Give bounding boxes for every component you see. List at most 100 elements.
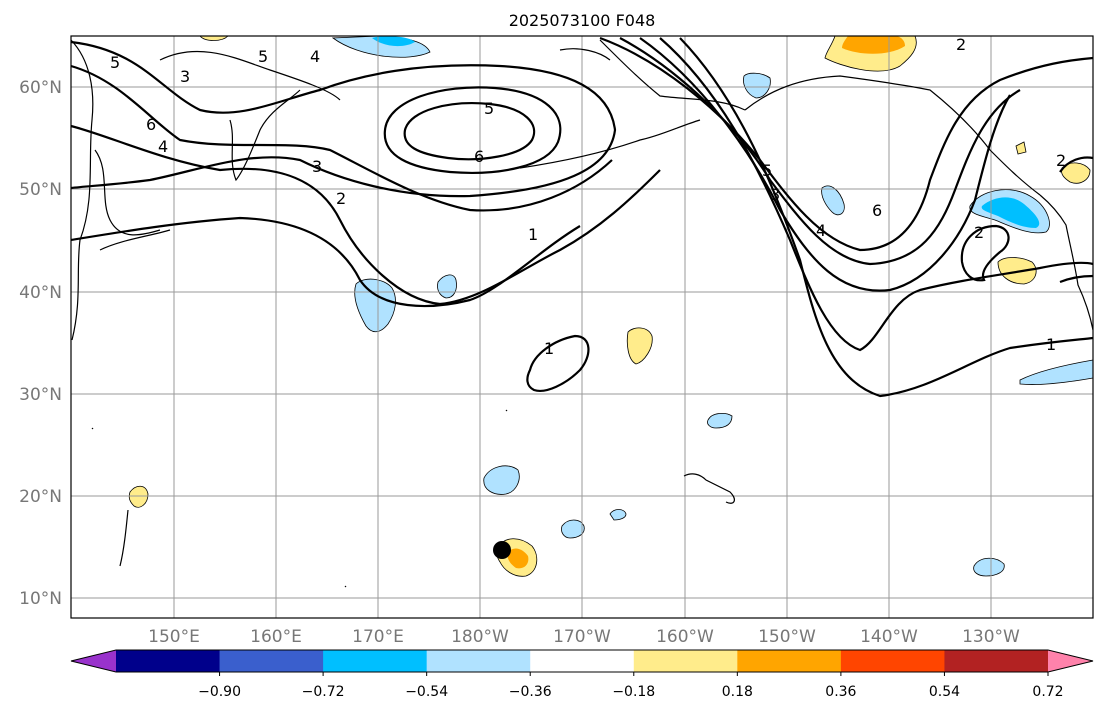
shade-positive-8-core: [507, 548, 529, 569]
contour-label: 1: [1046, 335, 1056, 354]
contour-label: 3: [770, 185, 780, 204]
lon-label: 150°E: [148, 627, 200, 647]
lat-label: 30°N: [19, 385, 62, 405]
contour-2: [70, 124, 661, 306]
figure-title: 2025073100 F048: [509, 11, 656, 30]
contour-label: 5: [762, 161, 772, 180]
colorbar-tick-label: −0.54: [405, 684, 448, 700]
lon-label: 160°E: [250, 627, 302, 647]
colorbar-bin: [737, 650, 842, 672]
graticule: [71, 36, 1093, 618]
coast-chukotka: [559, 48, 611, 61]
contour-4: [70, 40, 617, 198]
colorbar-bin: [323, 650, 428, 672]
coast-north-america-west: [1039, 194, 1094, 331]
contour-2-northeast: [1059, 156, 1094, 173]
colorbar-bin: [944, 650, 1049, 672]
lat-label: 40°N: [19, 283, 62, 303]
contour-label: 5: [484, 99, 494, 118]
colorbar-extend-min: [71, 650, 116, 672]
contour-label: 6: [146, 115, 156, 134]
colorbar-bin: [426, 650, 531, 672]
contour-label: 3: [312, 157, 322, 176]
coast-aleutians: [519, 119, 701, 169]
lon-label: 130°W: [962, 627, 1020, 647]
longitude-labels: 150°E 160°E 170°E 180°W 170°W 160°W 150°…: [148, 627, 1020, 647]
colorbar-tick-label: −0.36: [509, 684, 552, 700]
contour-closed-1-central: [526, 334, 590, 392]
shade-negative-2: [743, 72, 771, 99]
contour-label: 4: [158, 137, 168, 156]
coast-hawaii: [683, 473, 735, 504]
lon-label: 140°W: [860, 627, 918, 647]
lon-label: 150°W: [758, 627, 816, 647]
coast-kuril: [99, 229, 171, 251]
coast-alaska-south: [744, 75, 1041, 196]
coast-asia-east: [70, 39, 94, 341]
colorbar-bin: [219, 650, 324, 672]
colorbar-tick-label: −0.72: [302, 684, 345, 700]
contour-label-group: 5 3 6 4 5 4 3 2 5 6 1 1 5 3 4 6 2 2 1 2: [110, 35, 1066, 358]
contour-closed-6: [403, 102, 536, 161]
contour-label: 6: [872, 201, 882, 220]
shade-negative-10: [561, 519, 585, 539]
shade-negative-12: [973, 557, 1005, 577]
colorbar-tick-label: 0.36: [825, 684, 856, 700]
coastlines: [70, 39, 1094, 588]
contour-label: 2: [1056, 151, 1066, 170]
lat-label: 60°N: [19, 78, 62, 98]
lon-label: 170°E: [352, 627, 404, 647]
colorbar: −0.90 −0.72 −0.54 −0.36 −0.18 0.18 0.36 0.54 0.7…: [70, 649, 1094, 700]
contour-closed-2-east: [960, 224, 1010, 282]
contour-label: 5: [110, 53, 120, 72]
contour-label: 4: [816, 221, 826, 240]
contour-1-east: [679, 37, 1094, 398]
shade-positive-4: [1061, 162, 1091, 184]
map-panel: 5 3 6 4 5 4 3 2 5 6 1 1 5 3 4 6 2 2 1 2: [70, 35, 1094, 619]
colorbar-bin: [116, 650, 221, 672]
lat-label: 50°N: [19, 180, 62, 200]
lat-label: 20°N: [19, 487, 62, 507]
coast-marianas: [119, 509, 129, 567]
colorbar-outline: [70, 649, 1094, 673]
coast-islet-2: [344, 585, 347, 588]
colorbar-tick-label: 0.72: [1032, 684, 1063, 700]
contour-label: 6: [474, 147, 484, 166]
shade-negative-11: [609, 509, 627, 521]
colorbar-tick-label: −0.90: [198, 684, 241, 700]
contour-4-east: [639, 37, 1011, 292]
latitude-labels: 60°N 50°N 40°N 30°N 20°N 10°N: [19, 78, 62, 609]
coast-kamchatka-south: [94, 149, 161, 236]
colorbar-bin: [633, 650, 738, 672]
colorbar-tick-label: 0.54: [929, 684, 960, 700]
shade-positive-7: [128, 485, 149, 508]
contour-closed-5: [383, 86, 562, 174]
contour-label: 3: [180, 67, 190, 86]
colorbar-extend-max: [1048, 650, 1093, 672]
contour-label: 4: [310, 47, 320, 66]
lon-label: 160°W: [656, 627, 714, 647]
contour-label: 5: [258, 47, 268, 66]
shade-negative-4-core: [981, 197, 1040, 228]
shade-positive-5: [1015, 141, 1027, 155]
colorbar-bin: [840, 650, 945, 672]
coast-islet-1: [91, 427, 94, 430]
shade-positive-6: [626, 327, 653, 365]
contour-lines: [70, 36, 1094, 398]
shade-negative-1-core: [372, 36, 415, 47]
map-frame: [70, 35, 1094, 619]
colorbar-tick-label: 0.18: [722, 684, 753, 700]
lon-label: 180°W: [451, 627, 509, 647]
contour-label: 2: [336, 189, 346, 208]
contour-3-east: [659, 37, 1094, 352]
contour-label: 1: [528, 225, 538, 244]
coast-alaska-west: [599, 39, 746, 111]
contour-1-west: [70, 216, 581, 308]
coast-islet-3: [505, 409, 508, 412]
contour-4-southeast: [1059, 274, 1094, 284]
contour-label: 1: [544, 339, 554, 358]
shade-negative-9: [483, 465, 520, 495]
storm-center-marker: [493, 541, 511, 559]
shade-negative-8: [707, 412, 733, 429]
